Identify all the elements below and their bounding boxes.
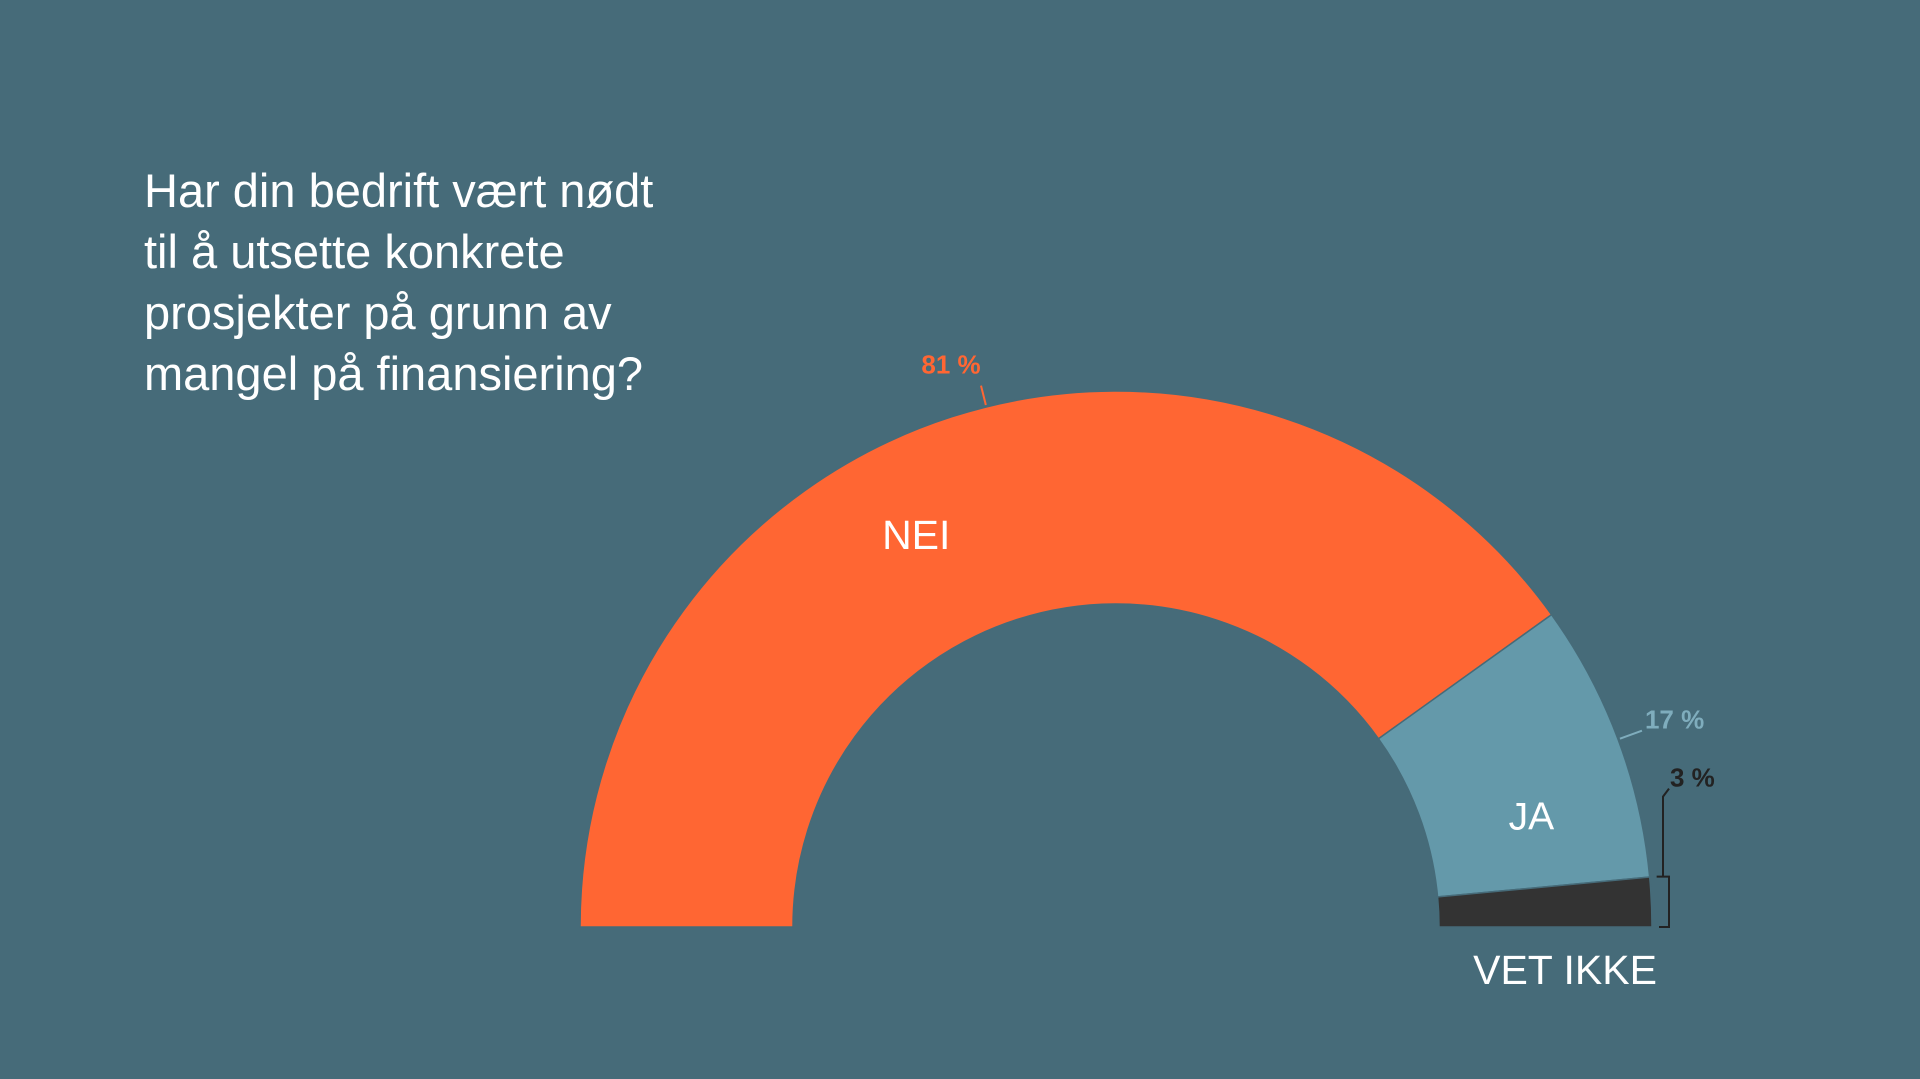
- chart-slices: [579, 390, 1653, 928]
- question-line-4: mangel på finansiering?: [144, 347, 644, 400]
- slice-nei: [579, 390, 1553, 928]
- chart-leader-lines: [980, 385, 1670, 928]
- question-line-2: til å utsette konkrete: [144, 225, 565, 278]
- value-label-nei: 81 %: [921, 350, 980, 380]
- leader-line-ja: [1619, 729, 1643, 740]
- slice-label-nei: NEI: [882, 512, 950, 558]
- value-label-ja: 17 %: [1645, 705, 1704, 735]
- value-label-vet-ikke: 3 %: [1670, 763, 1715, 793]
- question-line-3: prosjekter på grunn av: [144, 286, 612, 339]
- bracket-vet-ikke: [1656, 875, 1670, 928]
- slice-label-vet-ikke: VET IKKE: [1473, 947, 1657, 993]
- question-title: Har din bedrift vært nødt til å utsette …: [144, 160, 653, 404]
- slice-vet-ikke: [1436, 876, 1653, 928]
- leader-line-vet-ikke: [1662, 787, 1670, 877]
- slice-label-ja: JA: [1509, 796, 1555, 839]
- question-line-1: Har din bedrift vært nødt: [144, 164, 654, 217]
- leader-line-nei: [980, 385, 987, 406]
